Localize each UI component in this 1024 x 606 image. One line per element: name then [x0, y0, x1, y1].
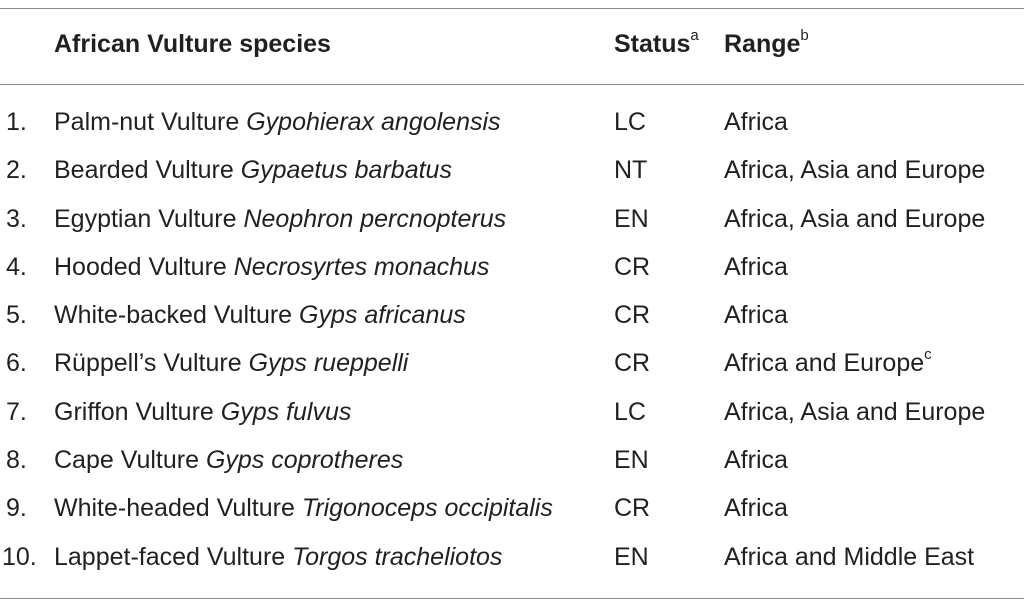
- range-text: Africa: [724, 108, 788, 137]
- range-label: Africa: [724, 446, 788, 475]
- common-name: Egyptian Vulture: [54, 204, 244, 233]
- table-top-rule: [0, 8, 1024, 9]
- table-row: 1. Palm-nut Vulture Gypohierax angolensi…: [0, 108, 1024, 156]
- scientific-name: Gypaetus barbatus: [240, 156, 452, 185]
- range-label: Africa, Asia and Europe: [724, 204, 986, 233]
- range-text: Africa: [724, 446, 788, 475]
- table-bottom-rule: [0, 598, 1024, 599]
- status-code: LC: [614, 108, 646, 136]
- status-code: CR: [614, 301, 651, 330]
- common-name: Rüppell’s Vulture: [54, 349, 249, 378]
- table-row: 3. Egyptian Vulture Neophron percnopteru…: [0, 205, 1024, 253]
- status-code: CR: [614, 252, 651, 281]
- table-header-rule: [0, 84, 1024, 85]
- species-name: Hooded Vulture Necrosyrtes monachus: [54, 253, 489, 282]
- range-text: Africa: [724, 253, 788, 282]
- scientific-name: Trigonoceps occipitalis: [301, 494, 553, 523]
- table-row: 7. Griffon Vulture Gyps fulvus LC Africa…: [0, 398, 1024, 446]
- scientific-name: Gyps africanus: [299, 301, 466, 330]
- table-header-row: African Vulture species Statusa Rangeb: [0, 26, 1024, 70]
- status-code: EN: [614, 542, 649, 571]
- species-name: Griffon Vulture Gyps fulvus: [54, 398, 351, 427]
- status-code: NT: [614, 156, 648, 185]
- range-label: Africa: [724, 494, 788, 523]
- table-body: 1. Palm-nut Vulture Gypohierax angolensi…: [0, 108, 1024, 591]
- status-code: CR: [614, 494, 651, 523]
- range-text: Africa, Asia and Europe: [724, 205, 985, 234]
- range-footnote: c: [924, 346, 932, 364]
- table-row: 9. White-headed Vulture Trigonoceps occi…: [0, 494, 1024, 542]
- table-row: 4. Hooded Vulture Necrosyrtes monachus C…: [0, 253, 1024, 301]
- header-status-label: Status: [614, 30, 691, 58]
- common-name: Lappet-faced Vulture: [54, 542, 293, 571]
- table-row: 2. Bearded Vulture Gypaetus barbatus NT …: [0, 156, 1024, 204]
- range-label: Africa: [724, 252, 788, 281]
- scientific-name: Gyps coprotheres: [205, 446, 404, 475]
- header-status-footnote: a: [690, 26, 699, 44]
- row-number: 4.: [6, 252, 27, 281]
- row-number: 8.: [6, 446, 27, 475]
- header-species: African Vulture species: [54, 30, 331, 58]
- range-text: Africa: [724, 301, 788, 330]
- common-name: Bearded Vulture: [54, 156, 241, 185]
- row-number: 10.: [2, 542, 37, 571]
- range-text: Africa: [724, 494, 788, 523]
- common-name: Cape Vulture: [54, 446, 206, 475]
- range-label: Africa: [724, 108, 788, 136]
- species-name: Palm-nut Vulture Gypohierax angolensis: [54, 108, 501, 137]
- row-number: 5.: [6, 301, 27, 330]
- range-label: Africa and Middle East: [724, 542, 975, 571]
- range-text: Africa and Middle East: [724, 543, 974, 572]
- status-code: EN: [614, 446, 649, 475]
- common-name: Griffon Vulture: [54, 397, 221, 426]
- range-label: Africa and Europe: [724, 349, 925, 378]
- table-row: 8. Cape Vulture Gyps coprotheres EN Afri…: [0, 446, 1024, 494]
- table-row: 10. Lappet-faced Vulture Torgos tracheli…: [0, 543, 1024, 591]
- common-name: White-headed Vulture: [54, 494, 302, 523]
- range-text: Africa, Asia and Europe: [724, 398, 985, 427]
- range-text: Africa, Asia and Europe: [724, 156, 985, 185]
- scientific-name: Gyps rueppelli: [248, 349, 409, 378]
- common-name: White-backed Vulture: [54, 301, 300, 330]
- header-range: Rangeb: [724, 26, 809, 59]
- scientific-name: Gyps fulvus: [220, 397, 352, 426]
- header-status: Statusa: [614, 26, 699, 59]
- scientific-name: Gypohierax angolensis: [246, 108, 501, 136]
- species-name: White-backed Vulture Gyps africanus: [54, 301, 466, 330]
- row-number: 2.: [6, 156, 27, 185]
- row-number: 7.: [6, 397, 27, 426]
- scientific-name: Neophron percnopterus: [243, 204, 507, 233]
- common-name: Palm-nut Vulture: [54, 108, 247, 136]
- range-label: Africa, Asia and Europe: [724, 156, 986, 185]
- species-name: White-headed Vulture Trigonoceps occipit…: [54, 494, 553, 523]
- header-range-label: Range: [724, 30, 801, 58]
- row-number: 6.: [6, 349, 27, 378]
- species-name: Bearded Vulture Gypaetus barbatus: [54, 156, 452, 185]
- range-label: Africa: [724, 301, 788, 330]
- row-number: 9.: [6, 494, 27, 523]
- table-row: 5. White-backed Vulture Gyps africanus C…: [0, 301, 1024, 349]
- table-row: 6. Rüppell’s Vulture Gyps rueppelli CR A…: [0, 346, 1024, 397]
- status-code: EN: [614, 204, 649, 233]
- species-name: Lappet-faced Vulture Torgos tracheliotos: [54, 543, 502, 572]
- header-range-footnote: b: [800, 26, 809, 44]
- species-name: Cape Vulture Gyps coprotheres: [54, 446, 403, 475]
- status-code: CR: [614, 349, 651, 378]
- species-name: Egyptian Vulture Neophron percnopterus: [54, 205, 506, 234]
- species-name: Rüppell’s Vulture Gyps rueppelli: [54, 349, 408, 378]
- range-label: Africa, Asia and Europe: [724, 397, 986, 426]
- range-text: Africa and Europec: [724, 346, 932, 378]
- row-number: 1.: [6, 108, 27, 136]
- status-code: LC: [614, 397, 646, 426]
- common-name: Hooded Vulture: [54, 252, 234, 281]
- scientific-name: Necrosyrtes monachus: [233, 252, 490, 281]
- row-number: 3.: [6, 204, 27, 233]
- scientific-name: Torgos tracheliotos: [292, 542, 503, 571]
